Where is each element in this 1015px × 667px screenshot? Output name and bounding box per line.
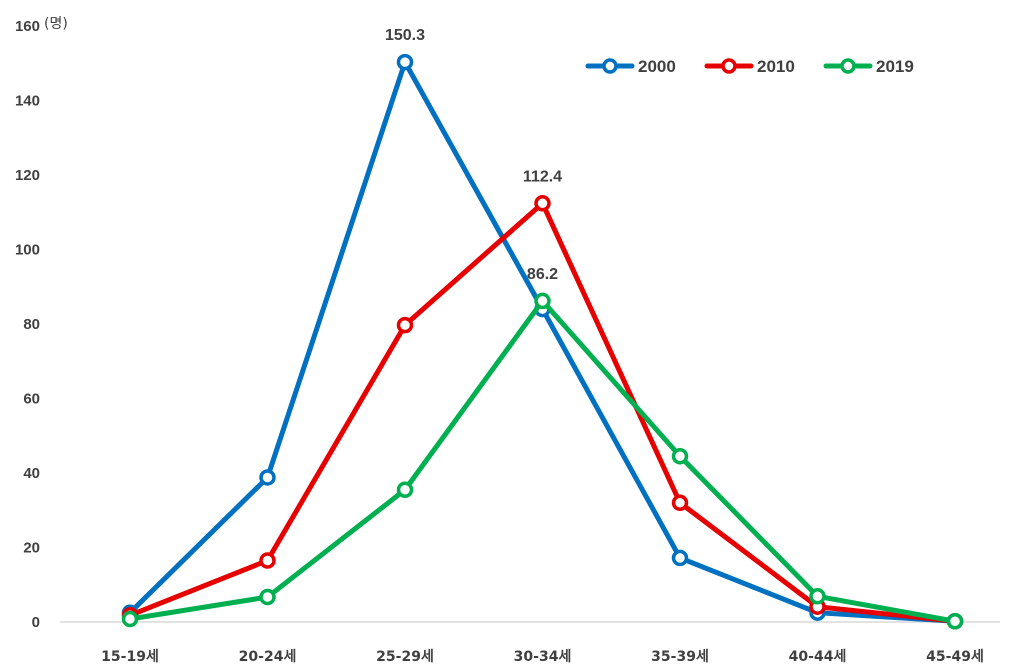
data-point <box>671 549 689 567</box>
x-tick-label: 25-29세 <box>376 649 434 665</box>
data-point <box>534 292 551 310</box>
data-label: 150.3 <box>385 27 425 44</box>
x-tick-label: 35-39세 <box>651 649 709 665</box>
data-point <box>946 613 964 630</box>
y-tick-label: 40 <box>23 465 40 482</box>
y-tick-label: 160 <box>15 18 40 35</box>
series-line-2000 <box>127 59 958 624</box>
annotation-layer: 150.3 112.4 86.2 <box>385 27 562 283</box>
data-point <box>259 552 276 569</box>
data-point <box>259 469 276 486</box>
data-point <box>809 588 826 605</box>
data-point <box>396 53 414 71</box>
data-point <box>671 447 689 465</box>
legend-label: 2000 <box>638 57 676 76</box>
data-label: 112.4 <box>523 168 562 185</box>
y-tick-label: 20 <box>23 540 40 557</box>
data-point <box>121 610 139 628</box>
x-tick-label: 20-24세 <box>239 649 297 665</box>
series-layer <box>121 53 964 630</box>
legend-item: 2010 <box>704 57 795 76</box>
series-2000 <box>121 53 964 630</box>
series-2019 <box>121 292 964 630</box>
y-tick-label: 120 <box>15 167 40 184</box>
legend-item: 2019 <box>823 57 914 76</box>
data-point <box>534 195 551 212</box>
x-tick-label: 15-19세 <box>101 649 159 665</box>
series-2010 <box>121 195 964 630</box>
x-tick-label: 45-49세 <box>926 649 984 665</box>
legend: 2000 2010 2019 <box>585 57 914 76</box>
legend-item: 2000 <box>585 57 676 76</box>
legend-label: 2019 <box>876 57 914 76</box>
series-line-2019 <box>127 298 958 624</box>
legend-label: 2010 <box>757 57 795 76</box>
legend-marker <box>840 58 856 74</box>
legend-marker <box>602 58 618 74</box>
y-tick-label: 140 <box>15 93 40 110</box>
y-tick-label: 100 <box>15 242 40 259</box>
data-point <box>671 494 689 512</box>
y-tick-labels: 0 20 40 60 80 100 120 140 160 <box>15 18 40 631</box>
y-tick-label: 80 <box>23 316 40 333</box>
y-tick-label: 60 <box>23 391 40 408</box>
data-point <box>396 316 414 334</box>
data-point <box>396 481 414 499</box>
data-point <box>259 588 276 606</box>
x-tick-label: 40-44세 <box>789 649 847 665</box>
legend-marker <box>721 58 737 74</box>
x-tick-labels: 15-19세 20-24세 25-29세 30-34세 35-39세 40-44세 45-4… <box>101 649 984 665</box>
y-tick-label: 0 <box>32 614 40 631</box>
x-tick-label: 30-34세 <box>514 649 572 665</box>
data-label: 86.2 <box>527 266 558 283</box>
y-unit-label: (명) <box>44 16 68 32</box>
